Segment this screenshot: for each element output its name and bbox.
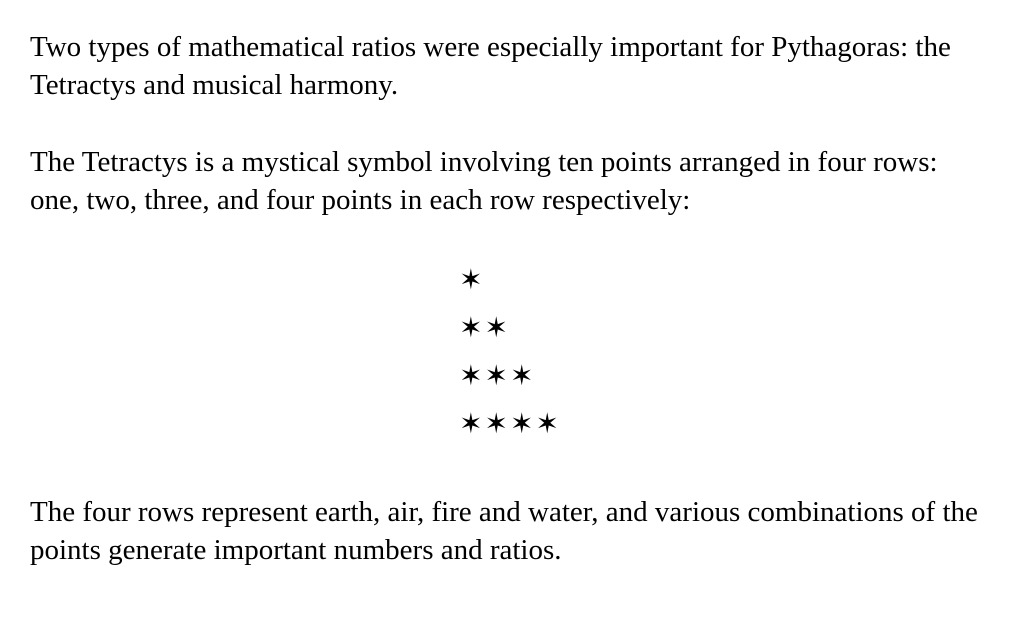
document-page: Two types of mathematical ratios were es… xyxy=(0,0,1024,570)
tetractys-row-3: ✶✶✶ xyxy=(459,353,535,401)
paragraph-tetractys-desc: The Tetractys is a mystical symbol invol… xyxy=(30,143,990,220)
tetractys-row-2: ✶✶ xyxy=(459,305,510,353)
tetractys-row-1: ✶ xyxy=(459,257,484,305)
tetractys-row-4: ✶✶✶✶ xyxy=(459,401,561,449)
paragraph-conclusion: The four rows represent earth, air, fire… xyxy=(30,493,990,570)
tetractys-figure: ✶ ✶✶ ✶✶✶ ✶✶✶✶ xyxy=(30,257,990,449)
paragraph-intro: Two types of mathematical ratios were es… xyxy=(30,28,990,105)
